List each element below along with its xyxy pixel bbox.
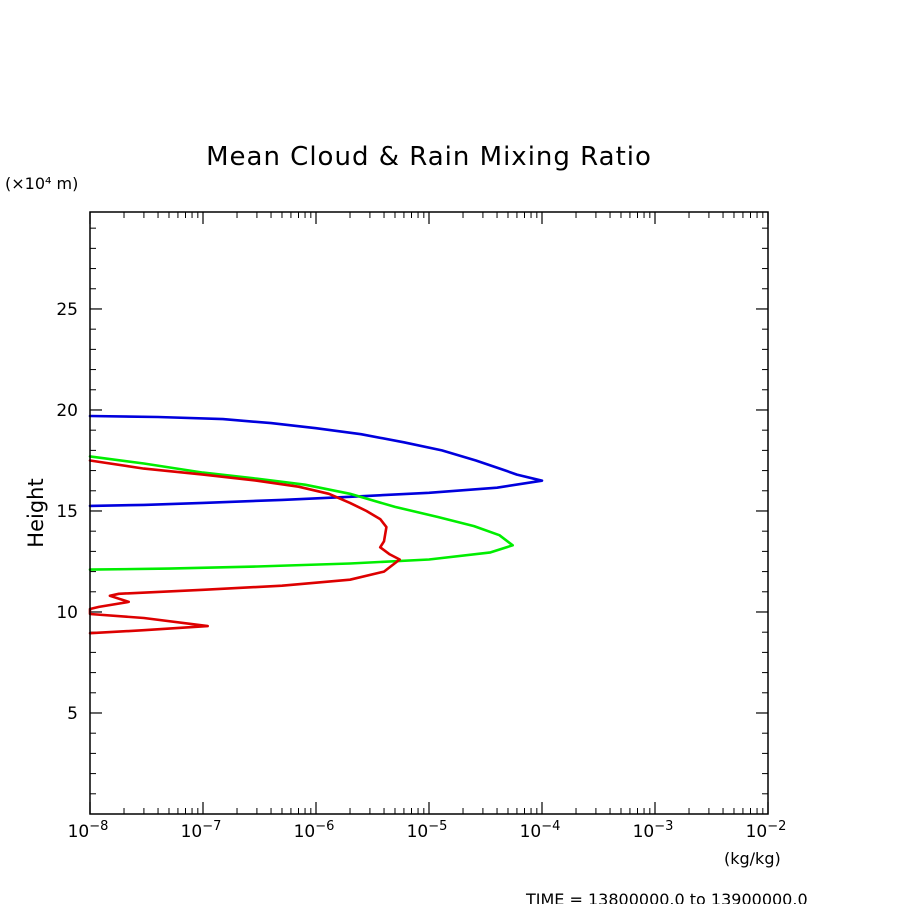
x-unit-label: (kg/kg) bbox=[724, 849, 781, 868]
plot-frame bbox=[89, 211, 769, 815]
series-line bbox=[88, 459, 402, 635]
x-tick-label: 10−3 bbox=[633, 819, 674, 842]
series-layer bbox=[88, 414, 544, 635]
axis-ticks bbox=[89, 212, 769, 814]
chart-title: Mean Cloud & Rain Mixing Ratio bbox=[206, 142, 652, 172]
x-tick-label: 10−8 bbox=[68, 819, 109, 842]
tick-labels: 10−8 10−7 10−6 10−5 10−4 10−3 10−2 5 10 15 20 25 bbox=[56, 300, 786, 842]
time-range-label: TIME = 13800000.0 to 13900000.0 bbox=[525, 890, 808, 904]
x-tick-label: 10−2 bbox=[746, 819, 787, 842]
x-tick-label: 10−6 bbox=[294, 819, 335, 842]
y-unit-label: (×10⁴ m) bbox=[5, 174, 78, 193]
x-tick-label: 10−7 bbox=[181, 819, 222, 842]
y-tick-label: 10 bbox=[56, 603, 78, 623]
y-tick-label: 20 bbox=[56, 401, 78, 421]
x-tick-label: 10−4 bbox=[520, 819, 561, 842]
series-line bbox=[88, 455, 515, 571]
series-line bbox=[88, 414, 544, 508]
y-tick-label: 25 bbox=[56, 300, 78, 320]
y-tick-label: 5 bbox=[67, 704, 78, 724]
y-axis-label: Height bbox=[24, 478, 48, 547]
y-tick-label: 15 bbox=[56, 502, 78, 522]
x-tick-label: 10−5 bbox=[407, 819, 448, 842]
